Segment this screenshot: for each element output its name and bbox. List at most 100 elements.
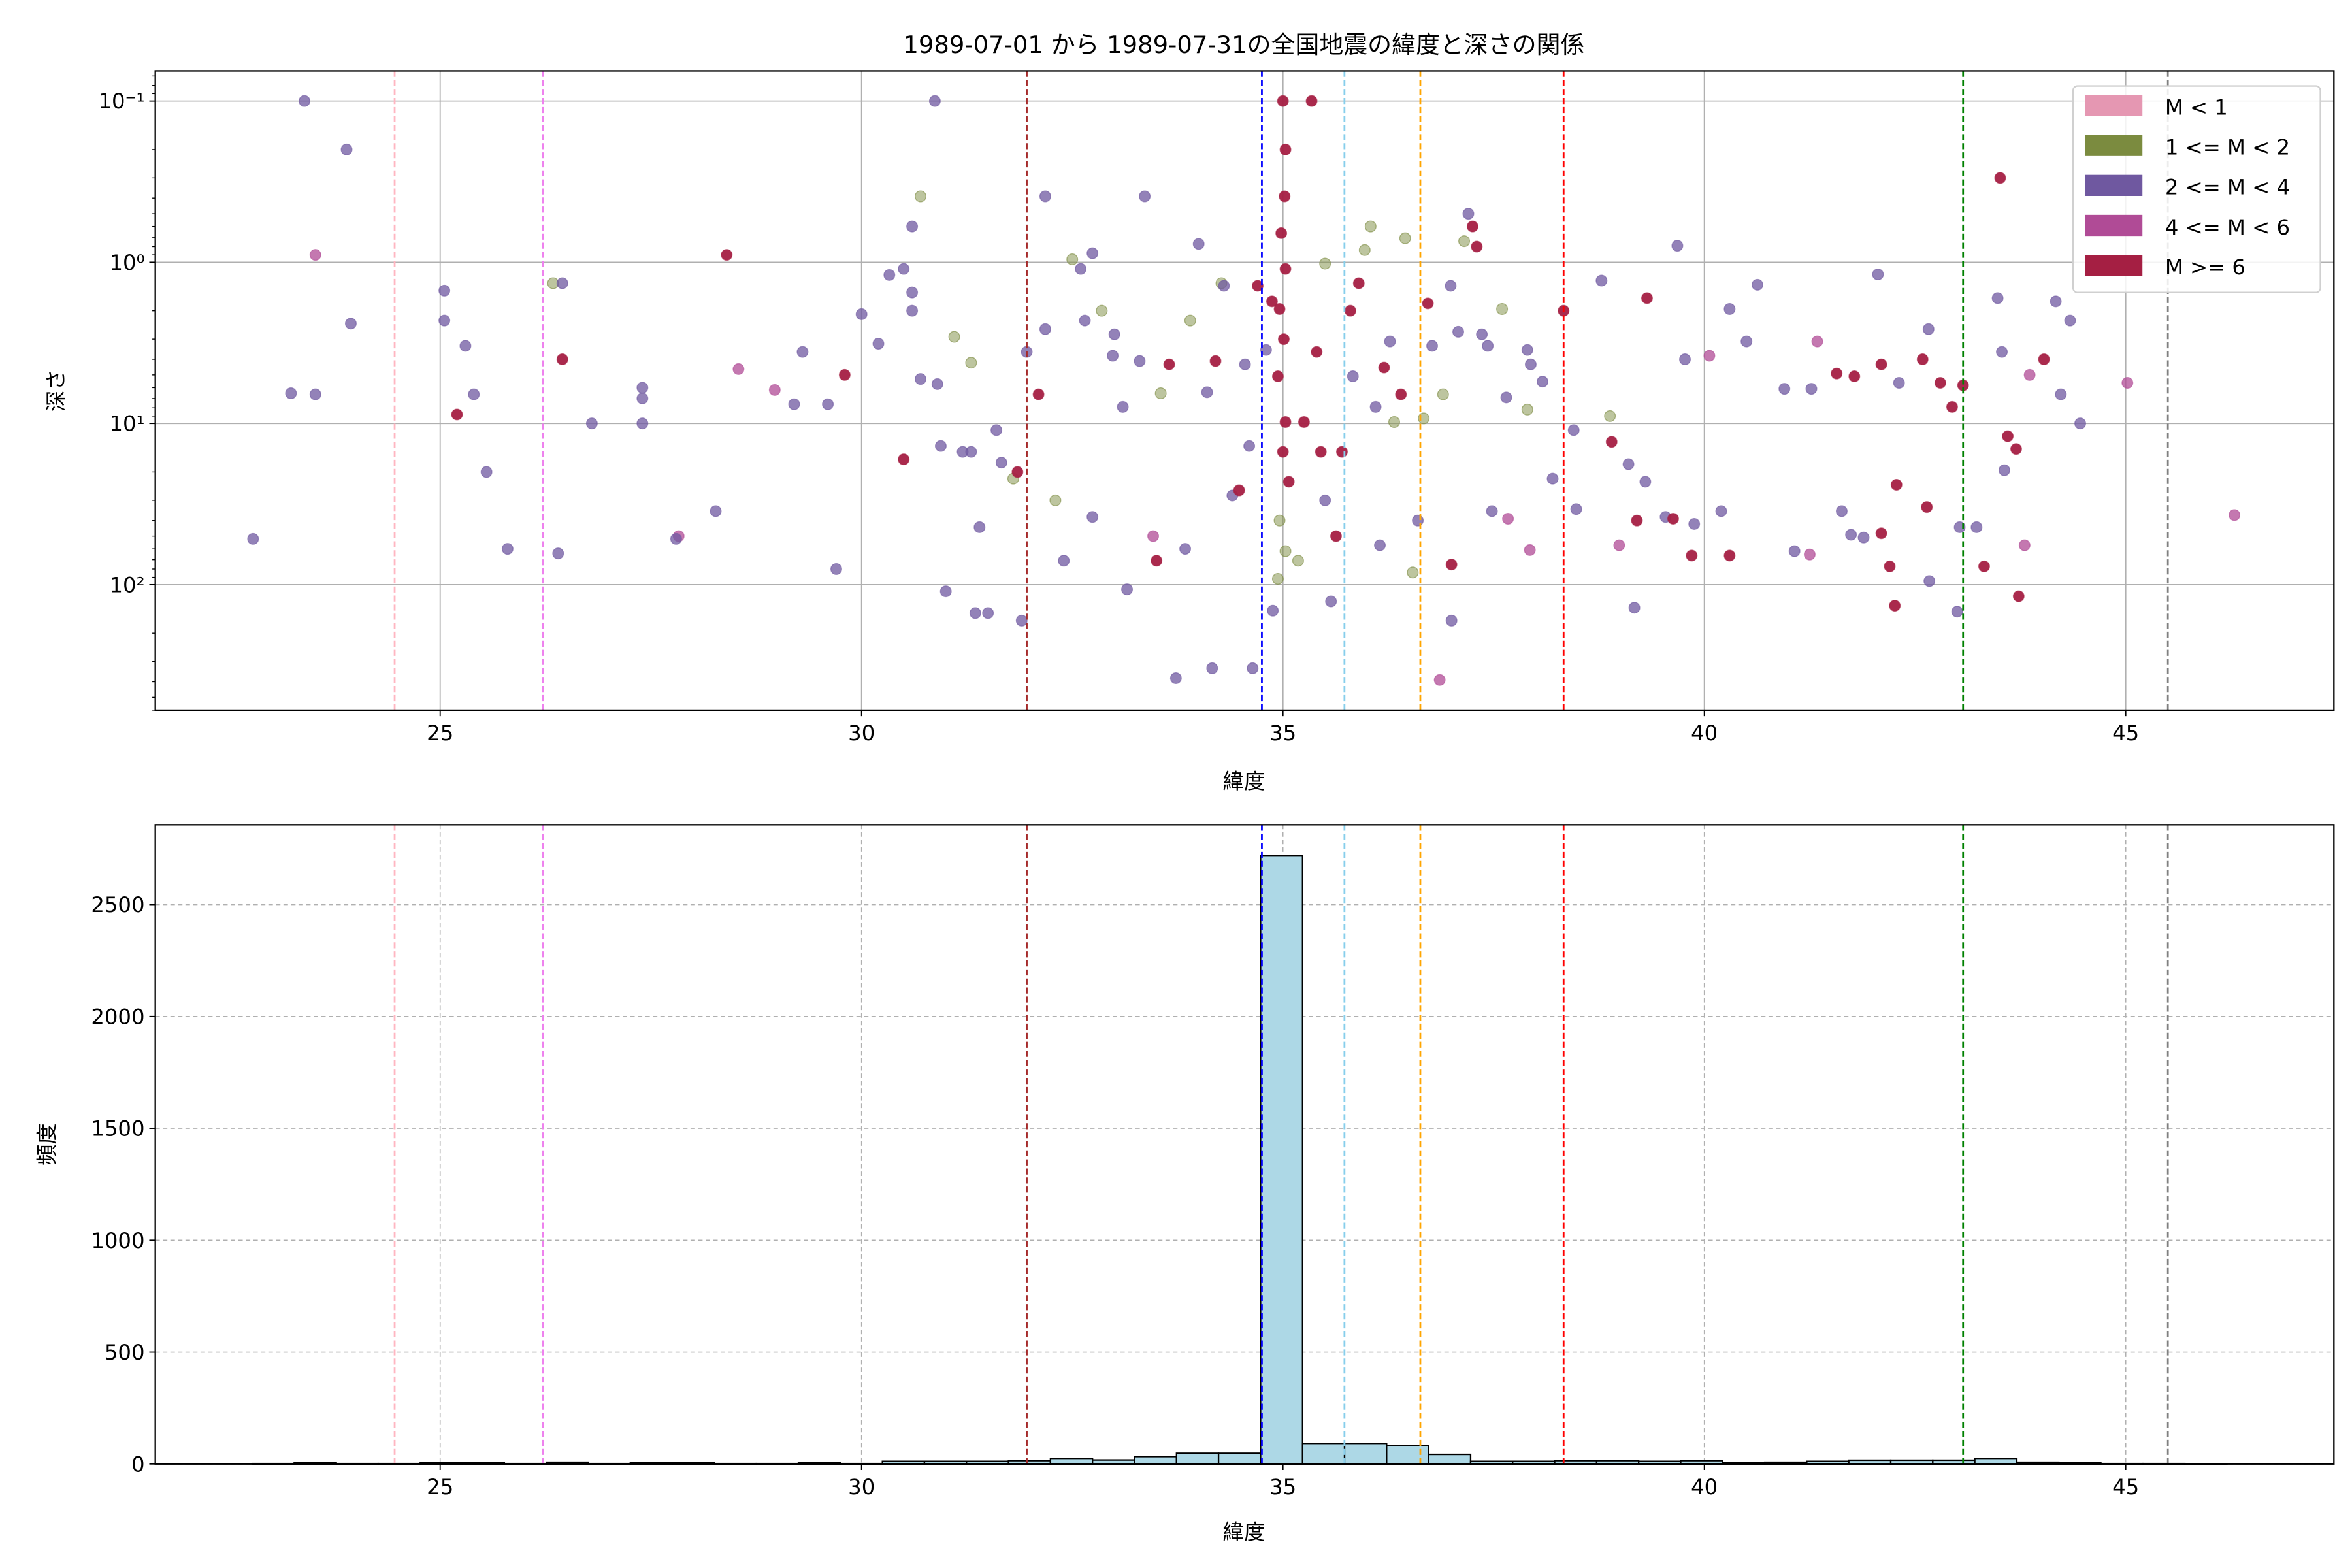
scatter-point: [1399, 232, 1411, 244]
scatter-point: [309, 388, 321, 400]
scatter-point: [309, 249, 321, 261]
scatter-point: [934, 440, 947, 452]
scatter-point: [965, 446, 977, 458]
scatter-point: [855, 308, 868, 320]
scatter-point: [1147, 530, 1160, 542]
scatter-point: [1521, 403, 1533, 416]
scatter-point: [1476, 328, 1488, 340]
scatter-point: [838, 368, 851, 381]
scatter-point: [1344, 304, 1356, 317]
histogram-bar: [1343, 1443, 1388, 1465]
scatter-point: [1364, 220, 1377, 233]
scatter-point: [1875, 527, 1887, 540]
scatter-point: [2050, 295, 2062, 308]
legend-swatch: [2085, 214, 2143, 237]
scatter-point: [2229, 509, 2241, 521]
scatter-point: [1688, 517, 1701, 530]
scatter-point: [1805, 383, 1818, 395]
scatter-point: [1209, 355, 1222, 367]
histogram-bar: [1428, 1453, 1472, 1465]
scatter-point: [1369, 400, 1382, 413]
scatter-point: [1433, 674, 1446, 686]
scatter-point: [1169, 672, 1182, 684]
scatter-point: [969, 607, 981, 619]
scatter-point: [1325, 595, 1337, 608]
scatter-point: [1108, 328, 1120, 340]
scatter-point: [1179, 543, 1192, 555]
scatter-point: [883, 269, 896, 281]
scatter-point: [247, 532, 259, 545]
histogram-bar: [1260, 855, 1303, 1465]
scatter-point: [1107, 350, 1119, 362]
y-tick-label: 2000: [91, 1004, 144, 1029]
y-tick-label: 10²: [109, 572, 144, 597]
scatter-point: [2018, 539, 2031, 551]
scatter-point: [1452, 325, 1465, 338]
scatter-point: [1723, 302, 1736, 315]
scatter-point: [1605, 436, 1618, 448]
scatter-point: [2121, 377, 2134, 389]
histogram-y-label: 頻度: [35, 1123, 59, 1166]
scatter-point: [990, 424, 1003, 436]
scatter-point: [636, 382, 649, 394]
scatter-point: [931, 378, 943, 390]
scatter-point: [1206, 662, 1218, 674]
scatter-point: [1315, 446, 1327, 458]
x-tick-label: 40: [1691, 721, 1718, 745]
histogram-bar: [1386, 1445, 1429, 1465]
scatter-point: [796, 346, 809, 358]
scatter-point: [556, 353, 568, 365]
scatter-point: [995, 457, 1007, 469]
scatter-axes: 25 30 35 40 45 10⁻¹ 10⁰ 10¹ 10²: [98, 70, 2335, 745]
legend-label: 4 <= M < 6: [2165, 215, 2290, 240]
histogram-axes: 25 30 35 40 45 0 500 1000 1500 2000 2500: [91, 824, 2335, 1499]
legend-label: 1 <= M < 2: [2165, 135, 2290, 160]
scatter-point: [1524, 358, 1537, 370]
scatter-point: [1996, 346, 2008, 358]
scatter-point: [1039, 190, 1051, 203]
scatter-point: [1835, 505, 1848, 517]
scatter-point: [1347, 370, 1359, 382]
legend: M < 1 1 <= M < 2 2 <= M < 4 4 <= M < 6 M >= …: [2072, 85, 2321, 293]
scatter-point: [1946, 400, 1958, 413]
legend-label: M >= 6: [2165, 255, 2246, 280]
x-tick-label: 45: [2112, 1475, 2139, 1499]
scatter-point: [2074, 417, 2087, 430]
scatter-point: [898, 453, 910, 466]
scatter-point: [1803, 548, 1816, 561]
scatter-point: [1994, 172, 2006, 184]
scatter-point: [1524, 544, 1536, 556]
histogram-bar: [1301, 1443, 1346, 1465]
scatter-point: [1388, 416, 1400, 428]
scatter-point: [1872, 269, 1884, 281]
scatter-point: [1462, 208, 1475, 220]
y-tick-label: 2500: [91, 892, 144, 917]
scatter-point: [1445, 280, 1457, 292]
scatter-point: [982, 607, 994, 619]
scatter-point: [1715, 505, 1727, 517]
scatter-point: [1015, 614, 1028, 627]
scatter-point: [1277, 95, 1289, 107]
scatter-point: [1032, 388, 1045, 400]
scatter-point: [2023, 368, 2036, 381]
scatter-point: [1570, 503, 1582, 515]
scatter-point: [1998, 464, 2010, 476]
scatter-point: [1086, 511, 1099, 523]
scatter-point: [1893, 377, 1905, 389]
scatter-point: [1622, 458, 1635, 470]
x-tick-label: 35: [1269, 721, 1296, 745]
scatter-point: [1922, 323, 1935, 335]
scatter-point: [1639, 476, 1652, 488]
x-tick-label: 30: [848, 721, 875, 745]
scatter-point: [906, 220, 919, 233]
histogram-bar: [1974, 1458, 2018, 1465]
scatter-point: [2002, 430, 2014, 442]
scatter-point: [1311, 346, 1323, 358]
histogram-bar: [1049, 1458, 1094, 1465]
scatter-point: [340, 143, 353, 155]
scatter-point: [1604, 410, 1616, 422]
scatter-point: [1934, 377, 1946, 389]
scatter-point: [1305, 95, 1318, 107]
scatter-point: [1486, 505, 1498, 517]
scatter-point: [1466, 220, 1478, 233]
